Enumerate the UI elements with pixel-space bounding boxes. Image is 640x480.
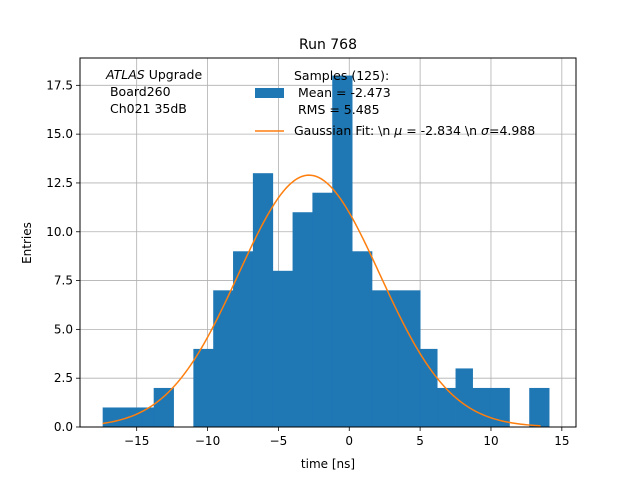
x-tick-label: 15	[554, 434, 569, 448]
x-tick-label: 0	[345, 434, 353, 448]
histogram-bar	[213, 290, 234, 427]
histogram-bar	[122, 407, 143, 427]
annotation-line-1: ATLAS Upgrade	[105, 67, 202, 82]
histogram-bar	[292, 212, 313, 427]
annotation-atlas: ATLAS	[105, 67, 145, 82]
y-tick-label: 7.5	[54, 274, 73, 288]
legend-fit-mu: μ	[393, 123, 402, 138]
gaussian-fit-line	[102, 174, 541, 427]
y-tick-label: 5.0	[54, 322, 73, 336]
legend-fit-prefix: Gaussian Fit: \n	[294, 123, 394, 138]
legend-histogram-line-1: Samples (125):	[294, 68, 389, 83]
legend-fit-label: Gaussian Fit: \n μ = -2.834 \n σ=4.988	[294, 123, 535, 138]
histogram-bar	[420, 348, 438, 427]
annotation-upgrade: Upgrade	[145, 67, 203, 82]
legend-fit-suffix: =4.988	[489, 123, 535, 138]
y-axis-label: Entries	[20, 222, 34, 264]
histogram-bar	[490, 387, 510, 427]
histogram-bar	[332, 75, 353, 428]
y-tick-label: 17.5	[46, 78, 73, 92]
histogram-bar	[455, 368, 473, 427]
histogram-bar	[252, 173, 274, 427]
histogram-bars	[102, 75, 550, 428]
histogram-bar	[153, 387, 174, 427]
atlas-annotation: ATLAS Upgrade Board260 Ch021 35dB	[105, 67, 202, 116]
chart-title: Run 768	[299, 37, 357, 53]
y-tick-label: 12.5	[46, 176, 73, 190]
histogram-bar	[312, 192, 333, 427]
legend-fit-sigma: σ	[481, 123, 490, 138]
y-tick-label: 10.0	[46, 225, 73, 239]
axes-frame	[79, 57, 577, 428]
x-axis-label: time [ns]	[301, 457, 355, 471]
x-tick-label: −5	[270, 434, 288, 448]
histogram-bar	[397, 290, 421, 427]
histogram-bar	[102, 407, 123, 427]
x-tick-label: 10	[483, 434, 498, 448]
legend-histogram-swatch	[255, 88, 284, 98]
annotation-line-2: Board260	[106, 84, 171, 99]
histogram-bar	[193, 348, 214, 427]
histogram-bar	[472, 387, 492, 427]
histogram-bar	[437, 387, 456, 427]
x-tick-label: −10	[195, 434, 220, 448]
y-tick-label: 15.0	[46, 127, 73, 141]
y-tick-label: 0.0	[54, 420, 73, 434]
histogram-bar	[142, 407, 155, 427]
legend-histogram-line-3: RMS = 5.485	[294, 102, 380, 117]
legend-histogram-line-2: Mean = -2.473	[294, 85, 391, 100]
annotation-line-3: Ch021 35dB	[106, 101, 187, 116]
y-tick-label: 2.5	[54, 371, 73, 385]
histogram-bar	[371, 290, 398, 427]
legend: Samples (125): Mean = -2.473 RMS = 5.485…	[255, 68, 535, 138]
x-tick-label: 5	[416, 434, 424, 448]
histogram-bar	[272, 270, 293, 427]
x-tick-label: −15	[124, 434, 149, 448]
histogram-bar	[233, 251, 254, 427]
x-axis-ticks: −15 −10 −5 0 5 10 15	[124, 427, 569, 448]
histogram-bar	[529, 387, 550, 427]
histogram-bar	[352, 251, 373, 427]
legend-fit-mid: = -2.834 \n	[402, 123, 481, 138]
y-axis-ticks: 0.0 2.5 5.0 7.5 10.0 12.5 15.0 17.5	[46, 78, 80, 434]
